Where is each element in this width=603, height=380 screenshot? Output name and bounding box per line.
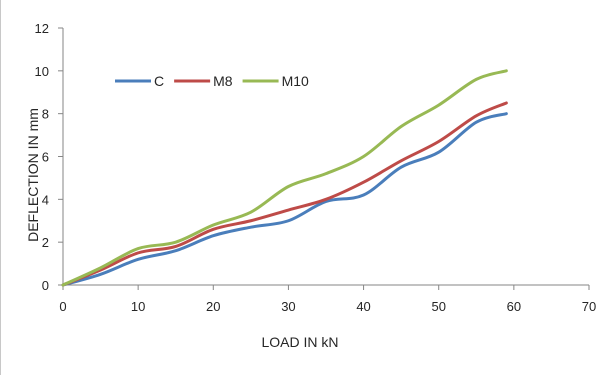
y-tick-label: 12 bbox=[35, 21, 49, 36]
x-tick-label: 10 bbox=[131, 299, 145, 314]
series-line-m8 bbox=[61, 101, 508, 287]
y-axis-label: DEFLECTION IN mm bbox=[25, 108, 41, 242]
x-tick-label: 40 bbox=[356, 299, 370, 314]
x-tick-label: 50 bbox=[431, 299, 445, 314]
y-tick-labels: 0 2 4 6 8 10 12 bbox=[35, 21, 49, 293]
x-axis-label: LOAD IN kN bbox=[261, 334, 338, 350]
series-lines bbox=[61, 69, 508, 287]
series-line-c bbox=[61, 112, 508, 287]
y-tick-label: 4 bbox=[42, 192, 49, 207]
y-tick-label: 2 bbox=[42, 235, 49, 250]
y-tick-label: 8 bbox=[42, 107, 49, 122]
series-line-m10 bbox=[61, 69, 508, 287]
x-tick-label: 60 bbox=[507, 299, 521, 314]
x-tick-label: 70 bbox=[582, 299, 596, 314]
axes bbox=[58, 27, 590, 290]
x-tick-label: 20 bbox=[206, 299, 220, 314]
legend: C M8 M10 bbox=[115, 73, 309, 89]
legend-label-m8: M8 bbox=[213, 73, 233, 89]
y-tick-label: 0 bbox=[42, 278, 49, 293]
legend-label-m10: M10 bbox=[282, 73, 309, 89]
x-tick-label: 0 bbox=[59, 299, 66, 314]
legend-label-c: C bbox=[154, 73, 164, 89]
x-tick-labels: 0 10 20 30 40 50 60 70 bbox=[59, 299, 596, 314]
x-tick-label: 30 bbox=[281, 299, 295, 314]
y-tick-label: 6 bbox=[42, 150, 49, 165]
y-tick-label: 10 bbox=[35, 64, 49, 79]
